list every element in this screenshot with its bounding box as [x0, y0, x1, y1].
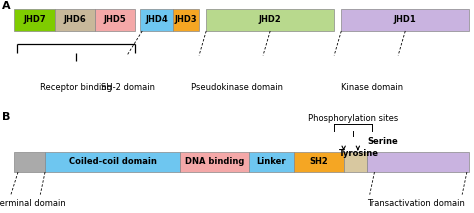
Text: SH-2 domain: SH-2 domain: [101, 83, 155, 92]
Bar: [249, 152, 294, 172]
Text: Serine: Serine: [367, 137, 398, 146]
Bar: [95, 9, 135, 31]
Text: N-terminal domain: N-terminal domain: [0, 199, 66, 208]
Bar: [14, 152, 45, 172]
Text: SH2: SH2: [310, 157, 328, 166]
Text: Receptor binding: Receptor binding: [40, 83, 112, 92]
Text: Phosphorylation sites: Phosphorylation sites: [308, 114, 398, 123]
Text: JHD3: JHD3: [175, 15, 197, 24]
Bar: [55, 9, 95, 31]
Text: JHD2: JHD2: [259, 15, 282, 24]
Bar: [180, 152, 249, 172]
Text: JHD5: JHD5: [104, 15, 126, 24]
Bar: [206, 9, 334, 31]
Text: Pseudokinase domain: Pseudokinase domain: [191, 83, 283, 92]
Bar: [367, 152, 469, 172]
Text: Kinase domain: Kinase domain: [341, 83, 403, 92]
Text: Tyrosine: Tyrosine: [339, 149, 379, 158]
Text: Linker: Linker: [256, 157, 286, 166]
Bar: [140, 9, 173, 31]
Text: JHD4: JHD4: [145, 15, 168, 24]
Text: DNA binding: DNA binding: [185, 157, 244, 166]
Text: Coiled-coil domain: Coiled-coil domain: [69, 157, 156, 166]
Bar: [173, 9, 199, 31]
Bar: [14, 9, 55, 31]
Bar: [344, 152, 367, 172]
Text: JHD7: JHD7: [23, 15, 46, 24]
Text: Transactivation domain: Transactivation domain: [367, 199, 465, 208]
Bar: [45, 152, 180, 172]
Text: A: A: [2, 1, 11, 11]
Bar: [294, 152, 344, 172]
Bar: [341, 9, 469, 31]
Text: JHD1: JHD1: [394, 15, 417, 24]
Text: B: B: [2, 112, 11, 122]
Text: JHD6: JHD6: [64, 15, 86, 24]
